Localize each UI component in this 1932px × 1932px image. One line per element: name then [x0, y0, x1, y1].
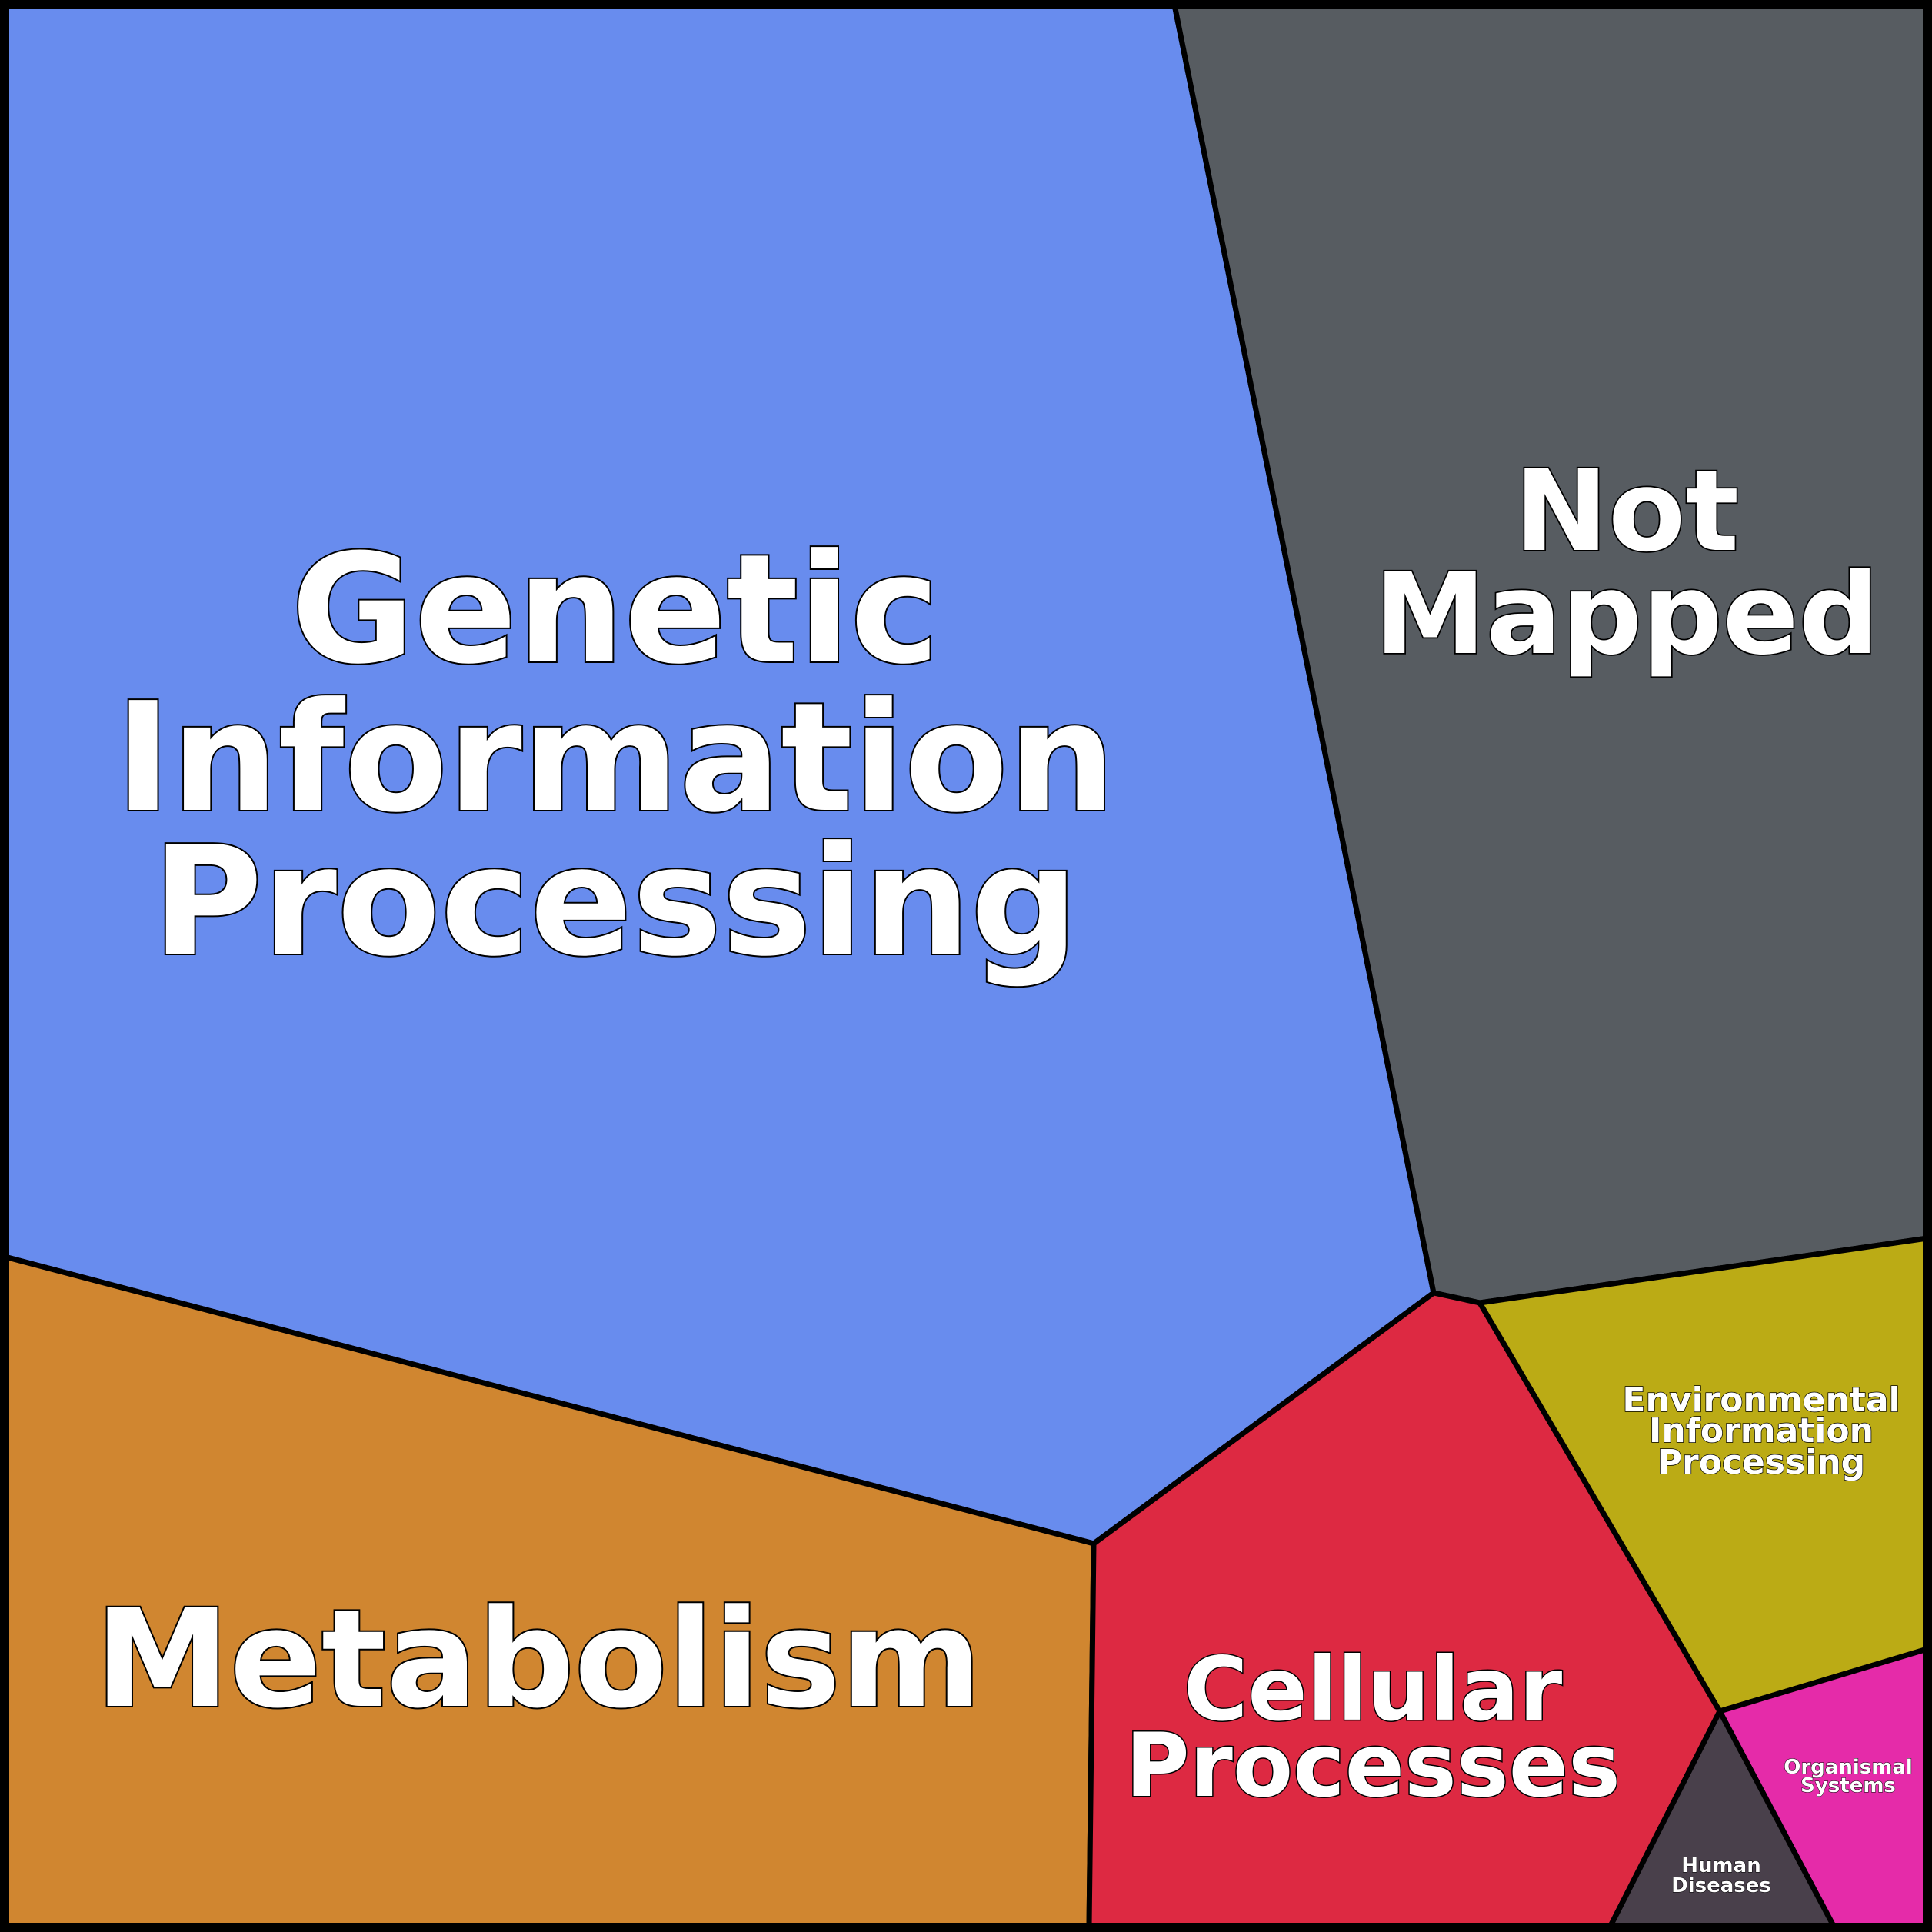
label-human: Human Diseases [1671, 1854, 1771, 1897]
label-environmental-line: Processing [1657, 1443, 1865, 1482]
label-environmental: Environmental Information Processing [1622, 1381, 1900, 1482]
label-metabolism: Metabolism [95, 1581, 981, 1738]
label-notmapped-line: Mapped [1374, 549, 1879, 680]
label-genetic: Genetic Information Processing [115, 522, 1116, 990]
label-organismal-line: Systems [1800, 1774, 1896, 1797]
label-cellular-line: Processes [1125, 1714, 1621, 1817]
label-genetic-line: Processing [152, 814, 1078, 990]
label-environmental-line: Information [1649, 1411, 1874, 1451]
label-genetic-line: Information [115, 671, 1116, 846]
label-environmental-line: Environmental [1622, 1381, 1900, 1420]
label-notmapped-line: Not [1514, 446, 1739, 577]
label-human-line: Human [1681, 1854, 1760, 1877]
label-metabolism-line: Metabolism [95, 1581, 981, 1738]
label-cellular-line: Cellular [1184, 1638, 1563, 1740]
label-organismal: Organismal Systems [1784, 1756, 1913, 1797]
label-organismal-line: Organismal [1784, 1756, 1913, 1779]
label-cellular: Cellular Processes [1125, 1638, 1621, 1817]
label-genetic-line: Genetic [291, 522, 939, 698]
label-notmapped: Not Mapped [1374, 446, 1879, 680]
label-human-line: Diseases [1671, 1874, 1771, 1897]
